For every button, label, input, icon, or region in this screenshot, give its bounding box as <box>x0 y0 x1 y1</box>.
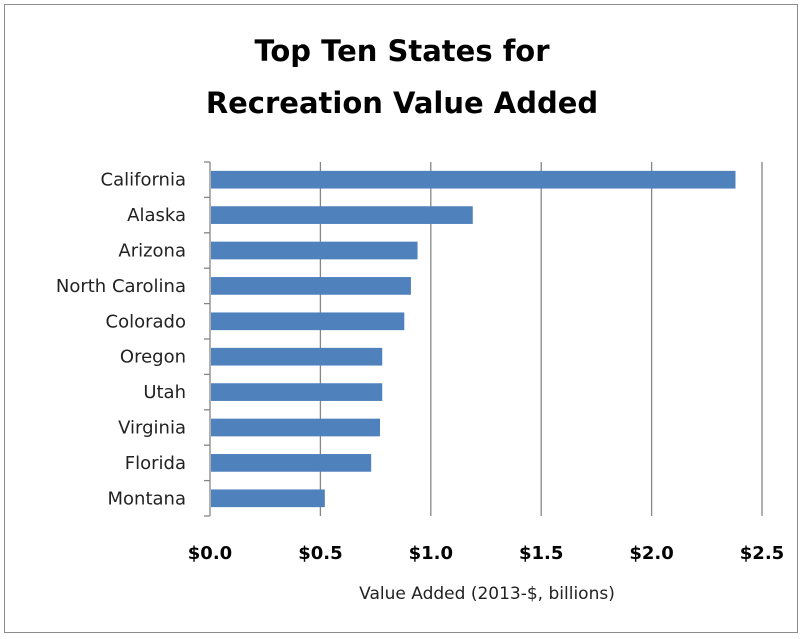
category-label: California <box>101 170 186 191</box>
bar <box>211 241 418 260</box>
bar <box>211 418 381 437</box>
category-label: Montana <box>108 488 186 509</box>
bar <box>211 383 383 401</box>
bar <box>211 170 736 189</box>
chart-title-line-1: Top Ten States for <box>254 34 550 68</box>
category-label: Oregon <box>120 347 186 368</box>
bar <box>211 454 372 472</box>
x-tick-label: $0.5 <box>298 543 342 564</box>
category-label: Arizona <box>118 241 186 262</box>
axes <box>204 161 211 517</box>
x-tick-label: $0.0 <box>188 543 232 564</box>
category-label: North Carolina <box>56 276 186 297</box>
bar <box>211 312 405 331</box>
bar <box>211 489 325 508</box>
x-axis-title: Value Added (2013-$, billions) <box>359 584 615 604</box>
x-tick-label: $1.5 <box>519 543 563 564</box>
x-tick-label: $2.5 <box>740 543 784 564</box>
x-tick-label: $1.0 <box>409 543 453 564</box>
category-label: Virginia <box>118 418 186 439</box>
x-tick-labels: $0.0 $0.5 $1.0 $1.5 $2.0 $2.5 <box>188 543 784 564</box>
bars <box>211 170 736 508</box>
category-label: Colorado <box>106 311 186 332</box>
category-label: Florida <box>125 453 186 474</box>
bar <box>211 206 473 224</box>
bar <box>211 347 383 366</box>
chart-title-line-2: Recreation Value Added <box>205 86 599 120</box>
category-label: Utah <box>143 382 186 403</box>
category-labels: California Alaska Arizona North Carolina Col… <box>56 170 186 510</box>
x-tick-label: $2.0 <box>629 543 673 564</box>
category-label: Alaska <box>127 205 186 226</box>
bar <box>211 277 411 295</box>
